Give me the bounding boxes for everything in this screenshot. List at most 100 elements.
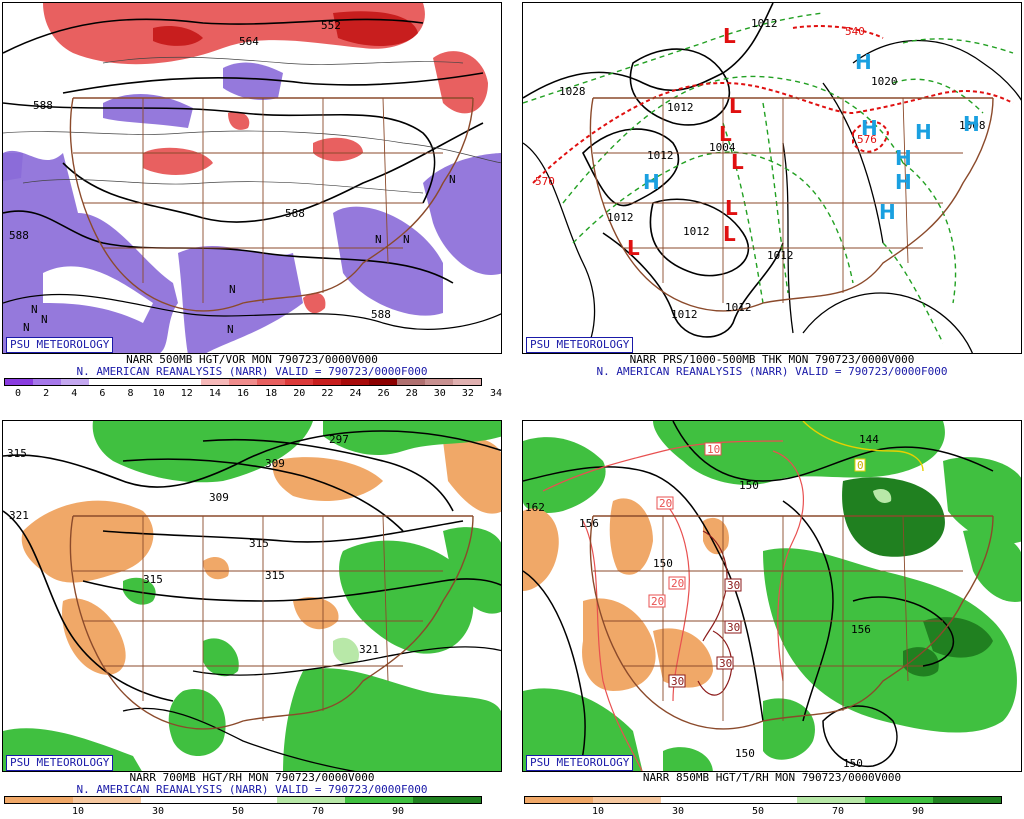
colorbar-tick-label: 4: [71, 388, 78, 399]
colorbar-tick-label: 16: [236, 388, 250, 399]
colorbar-swatch: [285, 379, 313, 385]
panel-title-line1: NARR 500MB HGT/VOR MON 790723/0000V000: [126, 353, 378, 366]
low-pressure-symbol: L: [627, 236, 640, 260]
svg-text:10: 10: [707, 443, 720, 456]
contour-label-156b: 156: [851, 623, 871, 636]
panel-title-line2: N. AMERICAN REANALYSIS (NARR) VALID = 79…: [76, 783, 428, 796]
panel-title-line2: N. AMERICAN REANALYSIS (NARR) VALID = 79…: [596, 365, 948, 378]
low-pressure-symbol: L: [723, 222, 736, 246]
colorbar-swatch: [201, 379, 229, 385]
svg-text:30: 30: [719, 657, 732, 670]
colorbar-tick-label: 30: [671, 806, 685, 817]
colorbar-swatch: [525, 797, 593, 803]
contour-label-309a: 309: [265, 457, 285, 470]
contour-label-321b: 321: [359, 643, 379, 656]
colorbar-tick-label: 10: [152, 388, 165, 399]
map-850mb-t-rh: 162 156 144 150 150 156 150 150 10 20 20…: [522, 420, 1022, 772]
map-500mb-vorticity: 552 564 588 588 588 588 N N N N N N N N: [2, 2, 502, 354]
colorbar-tick-label: 90: [391, 806, 405, 817]
panel-850mb-t-rh: 162 156 144 150 150 156 150 150 10 20 20…: [522, 420, 1022, 818]
colorbar-swatch: [413, 797, 481, 803]
low-pressure-symbol: L: [725, 196, 738, 220]
vort-N-6: N: [31, 303, 38, 316]
colorbar-swatch: [425, 379, 453, 385]
colorbar-swatch: [61, 379, 89, 385]
colorbar-swatch: [117, 379, 145, 385]
colorbar-tick-label: 8: [127, 388, 134, 399]
panel-title-line1: NARR PRS/1000-500MB THK MON 790723/0000V…: [629, 353, 915, 366]
vort-N-1: N: [449, 173, 456, 186]
temp-label-20b: 20: [668, 576, 686, 590]
temp-label-30b: 30: [724, 620, 742, 634]
colorbar-swatch: [797, 797, 865, 803]
svg-text:30: 30: [727, 621, 740, 634]
colorbar-tick-label: 14: [208, 388, 221, 399]
colorbar-swatch: [729, 797, 797, 803]
colorbar-tick-label: 34: [490, 388, 503, 399]
contour-label-315d: 315: [143, 573, 163, 586]
vorticity-colorbar: [4, 378, 482, 386]
map-pressure-thickness: 1012 1028 1012 1012 1012 1004 1012 1012 …: [522, 2, 1022, 354]
high-pressure-symbol: H: [963, 112, 980, 136]
colorbar-tick-label: 70: [311, 806, 325, 817]
contour-label-150a: 150: [739, 479, 759, 492]
temp-label-20c: 20: [648, 594, 666, 608]
panel-700mb-rh: 315 321 297 309 309 315 315 315 321 PSU …: [2, 420, 502, 818]
svg-text:20: 20: [651, 595, 664, 608]
contour-label-588c: 588: [9, 229, 29, 242]
high-pressure-symbol: H: [643, 170, 660, 194]
colorbar-tick-label: 30: [433, 388, 446, 399]
high-pressure-symbol: H: [861, 116, 878, 140]
high-pressure-symbol: H: [879, 200, 896, 224]
colorbar-tick-label: 20: [293, 388, 306, 399]
vort-N-8: N: [227, 323, 234, 336]
isobar-label-1012g: 1012: [725, 301, 752, 314]
branding-label: PSU METEOROLOGY: [526, 337, 634, 353]
contour-label-309b: 309: [209, 491, 229, 504]
colorbar-swatch: [229, 379, 257, 385]
contour-label-588d: 588: [371, 308, 391, 321]
colorbar-tick-label: 22: [321, 388, 334, 399]
high-pressure-symbol: H: [855, 50, 872, 74]
contour-label-552: 552: [321, 19, 341, 32]
colorbar-tick-label: 18: [265, 388, 278, 399]
colorbar-tick-label: 6: [99, 388, 106, 399]
low-pressure-symbol: L: [729, 94, 742, 118]
thk-label-570: 570: [535, 175, 555, 188]
panel-pressure-thickness: 1012 1028 1012 1012 1012 1004 1012 1012 …: [522, 2, 1022, 400]
contour-label-315c: 315: [265, 569, 285, 582]
isobar-label-1004: 1004: [709, 141, 736, 154]
colorbar-tick-label: 28: [405, 388, 418, 399]
isobar-label-1012f: 1012: [767, 249, 794, 262]
contour-label-150c: 150: [735, 747, 755, 760]
branding-label: PSU METEOROLOGY: [526, 755, 634, 771]
colorbar-swatch: [341, 379, 369, 385]
isobar-label-1012b: 1012: [667, 101, 694, 114]
contour-label-150d: 150: [843, 757, 863, 770]
colorbar-tick-label: 0: [15, 388, 22, 399]
colorbar-swatch: [313, 379, 341, 385]
panel-title-line1: NARR 700MB HGT/RH MON 790723/0000V000: [129, 771, 375, 784]
svg-text:30: 30: [671, 675, 684, 688]
contour-label-315b: 315: [249, 537, 269, 550]
colorbar-swatch: [277, 797, 345, 803]
isobar-label-1012a: 1012: [751, 17, 778, 30]
colorbar-tick-label: 70: [831, 806, 845, 817]
colorbar-tick-label: 2: [43, 388, 50, 399]
high-pressure-symbol: H: [915, 120, 932, 144]
colorbar-swatch: [173, 379, 201, 385]
map-700mb-rh: 315 321 297 309 309 315 315 315 321: [2, 420, 502, 772]
colorbar-tick-label: 32: [461, 388, 474, 399]
colorbar-tick-label: 12: [180, 388, 193, 399]
colorbar-swatch: [89, 379, 117, 385]
colorbar-swatch: [593, 797, 661, 803]
colorbar-tick-label: 10: [591, 806, 605, 817]
isobar-label-1008: 1008: [959, 119, 986, 132]
panel-title-line1: NARR 850MB HGT/T/RH MON 790723/0000V000: [642, 771, 902, 784]
colorbar-swatch: [865, 797, 933, 803]
contour-label-297: 297: [329, 433, 349, 446]
temp-label-30c: 30: [716, 656, 734, 670]
colorbar-swatch: [257, 379, 285, 385]
colorbar-tick-label: 90: [911, 806, 925, 817]
temp-label-30d: 30: [668, 674, 686, 688]
